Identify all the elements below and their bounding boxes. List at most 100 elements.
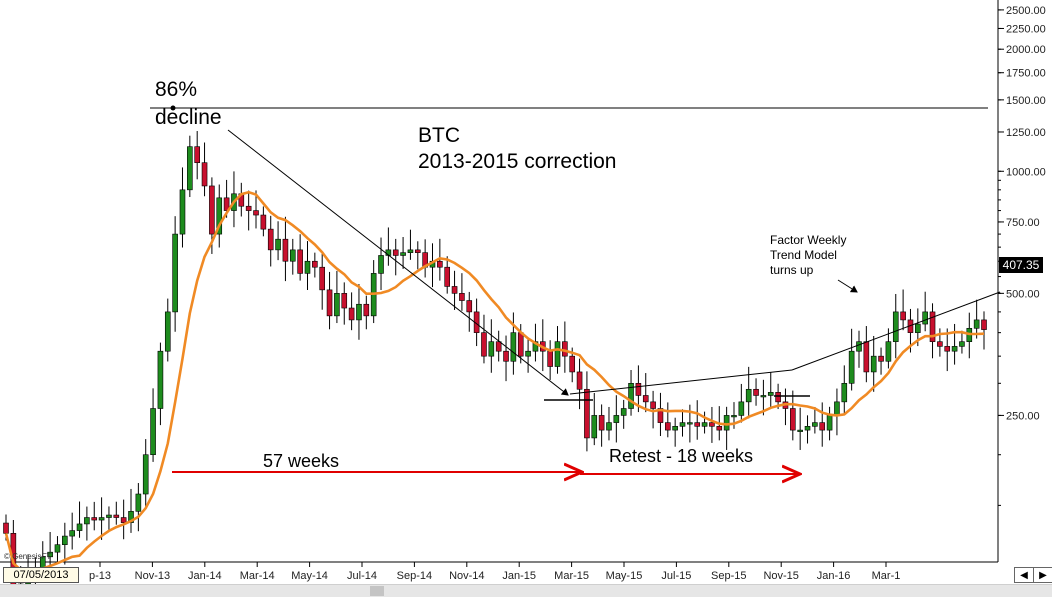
candle-body xyxy=(297,249,303,274)
candle-body xyxy=(790,408,796,431)
candle-body xyxy=(69,530,75,537)
candle-body xyxy=(120,517,127,523)
time-tick-label-10: May-15 xyxy=(606,570,643,582)
candle-body xyxy=(216,197,223,235)
scroll-left-button[interactable]: ◀ xyxy=(1014,567,1034,583)
candle-body xyxy=(863,341,870,373)
annotation-decline-word: decline xyxy=(155,106,222,129)
annotation-retest: Retest - 18 weeks xyxy=(609,446,753,466)
candle-body xyxy=(194,146,200,163)
candle-body xyxy=(657,408,664,423)
candle-body xyxy=(709,422,715,427)
decline-trend-line xyxy=(227,129,569,396)
candle-body xyxy=(606,422,612,431)
candle-body xyxy=(753,388,759,396)
duration-arrows xyxy=(172,472,798,474)
candle-body xyxy=(856,341,862,352)
candle-body xyxy=(76,523,83,531)
candle-body xyxy=(106,514,112,518)
candle-body xyxy=(576,371,583,390)
time-tick-label-2: Jan-14 xyxy=(188,570,222,582)
moving-average-line xyxy=(4,190,985,573)
price-tick-label-8: 500.00 xyxy=(1006,288,1040,300)
candle-body xyxy=(547,350,553,367)
candle-body xyxy=(797,429,803,432)
support-line xyxy=(569,369,793,395)
candle-body xyxy=(135,493,142,512)
candles xyxy=(3,131,987,596)
candle-body xyxy=(223,197,230,211)
time-tick-label-12: Sep-15 xyxy=(711,570,746,582)
time-tick-label-7: Nov-14 xyxy=(449,570,484,582)
candle-body xyxy=(466,300,473,313)
candle-body xyxy=(723,415,730,431)
candle-body xyxy=(157,350,164,409)
candle-body xyxy=(841,383,848,403)
chart-title-ticker: BTC xyxy=(418,124,460,147)
candle-body xyxy=(3,522,9,534)
time-tick-label-13: Nov-15 xyxy=(763,570,798,582)
annotation-decline-percent: 86% xyxy=(155,78,197,101)
candle-body xyxy=(444,266,451,287)
candle-body xyxy=(326,289,333,317)
candle-body xyxy=(525,350,531,357)
candle-body xyxy=(812,422,818,427)
time-tick-label-5: Jul-14 xyxy=(347,570,377,582)
price-axis: 2500.00 2250.00 2000.00 1750.00 1500.00 1250.… xyxy=(998,5,1046,506)
scrollbar-thumb[interactable] xyxy=(370,586,384,596)
candle-body xyxy=(775,392,781,403)
candle-body xyxy=(701,422,708,427)
candle-body xyxy=(451,286,458,294)
candle-body xyxy=(164,311,171,352)
candle-body xyxy=(672,426,678,431)
candle-body xyxy=(620,408,627,416)
rising-support-line xyxy=(791,291,1001,371)
candle-body xyxy=(738,401,745,416)
price-tick-label-4: 1500.00 xyxy=(1006,95,1046,107)
candle-body xyxy=(929,311,936,342)
candle-body xyxy=(716,426,723,431)
candle-body xyxy=(209,185,215,235)
candle-body xyxy=(260,214,267,230)
candle-body xyxy=(745,388,752,403)
candle-body xyxy=(289,249,296,262)
start-date-box[interactable]: 07/05/2013 xyxy=(3,567,79,583)
candle-body xyxy=(459,293,465,301)
candle-body xyxy=(826,415,833,431)
candle-body xyxy=(341,293,348,309)
candle-body xyxy=(312,260,318,268)
candle-body xyxy=(650,401,656,409)
candle-body xyxy=(54,544,61,553)
candle-body xyxy=(142,454,149,495)
candle-body xyxy=(363,303,370,317)
candle-body xyxy=(951,346,958,352)
price-tick-label-6: 1000.00 xyxy=(1006,166,1046,178)
candle-body xyxy=(378,255,384,274)
last-price-label: 407.35 xyxy=(999,257,1043,273)
price-tick-label-5: 1250.00 xyxy=(1006,127,1046,139)
candle-body xyxy=(591,415,598,439)
candle-body xyxy=(98,517,105,521)
candle-body xyxy=(900,311,906,321)
candle-body xyxy=(635,383,642,396)
candle-body xyxy=(113,514,120,518)
candle-body xyxy=(253,210,259,216)
candle-body xyxy=(892,311,899,342)
time-tick-label-14: Jan-16 xyxy=(817,570,851,582)
scroll-right-button[interactable]: ▶ xyxy=(1033,567,1052,583)
candle-body xyxy=(201,162,208,187)
candle-body xyxy=(407,249,414,253)
candle-body xyxy=(245,205,252,211)
candle-body xyxy=(414,249,421,253)
candle-body xyxy=(356,303,362,321)
candle-body xyxy=(84,517,90,525)
candle-body xyxy=(392,249,399,256)
price-tick-label-0: 2500.00 xyxy=(1006,5,1046,17)
time-tick-label-11: Jul-15 xyxy=(661,570,691,582)
horizontal-scrollbar[interactable] xyxy=(0,584,1052,597)
candle-body xyxy=(495,341,502,352)
candle-body xyxy=(400,252,406,256)
candle-body xyxy=(878,355,884,362)
candle-body xyxy=(679,422,686,427)
